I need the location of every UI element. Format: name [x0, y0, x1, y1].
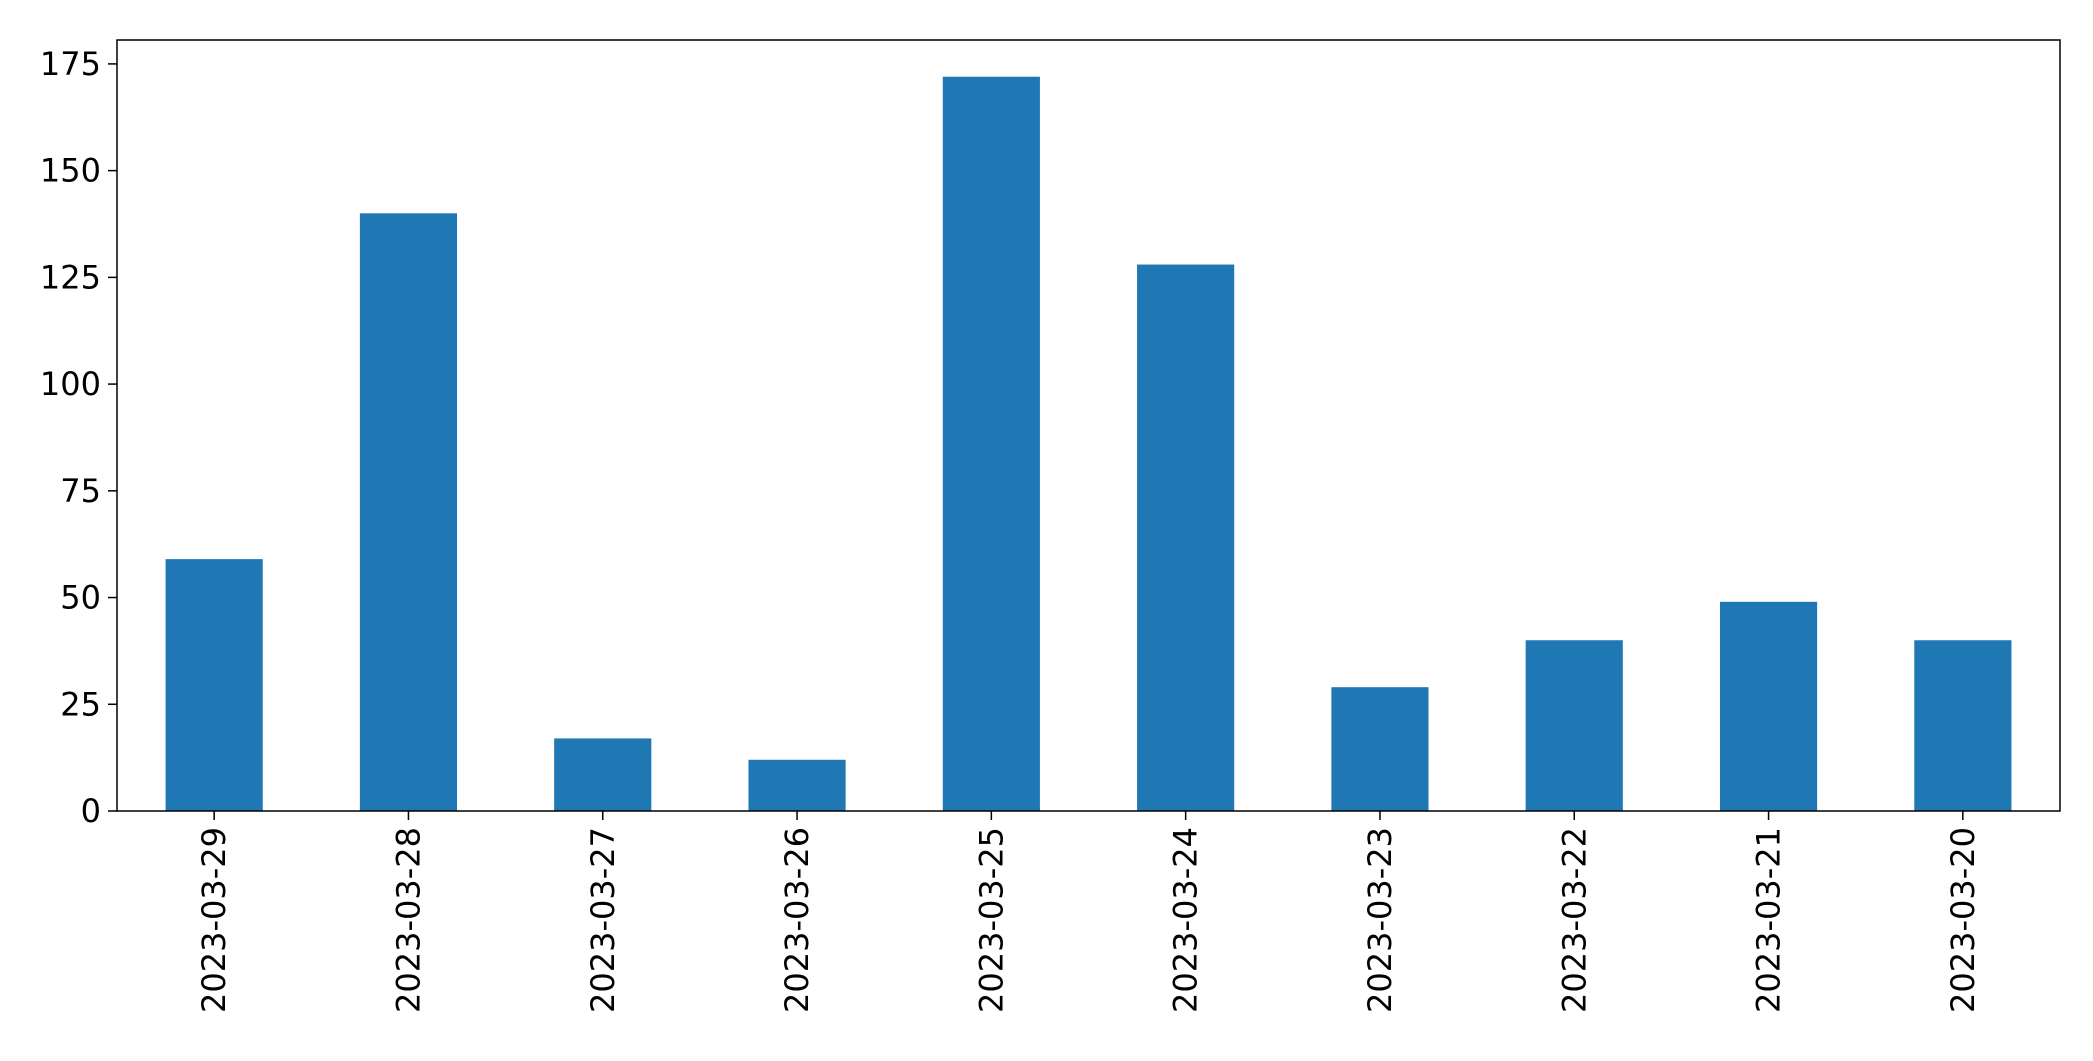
y-tick-label: 100: [40, 365, 101, 403]
x-tick-label: 2023-03-20: [1944, 827, 1982, 1013]
x-tick-label: 2023-03-28: [389, 827, 427, 1013]
y-tick-label: 0: [81, 792, 101, 830]
y-tick-label: 25: [60, 685, 101, 723]
plot-frame: [116, 39, 2061, 812]
bar-2023-03-21: [1719, 601, 1818, 811]
bar-2023-03-28: [359, 213, 458, 812]
y-axis: 0 25 50 75 100 125 150 175: [40, 45, 117, 830]
bar-2023-03-25: [942, 76, 1040, 811]
bar-2023-03-20: [1914, 640, 2012, 811]
bar-2023-03-22: [1525, 640, 1623, 811]
bar-2023-03-23: [1331, 687, 1429, 811]
x-tick-label: 2023-03-27: [584, 827, 622, 1013]
x-tick-label: 2023-03-23: [1361, 827, 1399, 1013]
y-tick-label: 150: [40, 152, 101, 190]
y-tick-label: 50: [60, 579, 101, 617]
bar-2023-03-26: [748, 759, 846, 811]
y-tick-label: 175: [40, 45, 101, 83]
x-axis: 2023-03-29 2023-03-28 2023-03-27 2023-03-26…: [195, 811, 1982, 1013]
bar-2023-03-27: [554, 738, 652, 811]
y-tick-label: 125: [40, 258, 101, 296]
bar-2023-03-29: [165, 559, 263, 811]
y-tick-label: 75: [60, 472, 101, 510]
x-tick-label: 2023-03-29: [195, 827, 233, 1013]
x-tick-label: 2023-03-21: [1750, 827, 1788, 1013]
bar-2023-03-24: [1137, 264, 1235, 811]
x-tick-label: 2023-03-25: [972, 827, 1010, 1013]
x-tick-label: 2023-03-22: [1555, 827, 1593, 1013]
bars-group: [165, 76, 2012, 812]
x-tick-label: 2023-03-24: [1167, 827, 1205, 1013]
x-tick-label: 2023-03-26: [778, 827, 816, 1013]
